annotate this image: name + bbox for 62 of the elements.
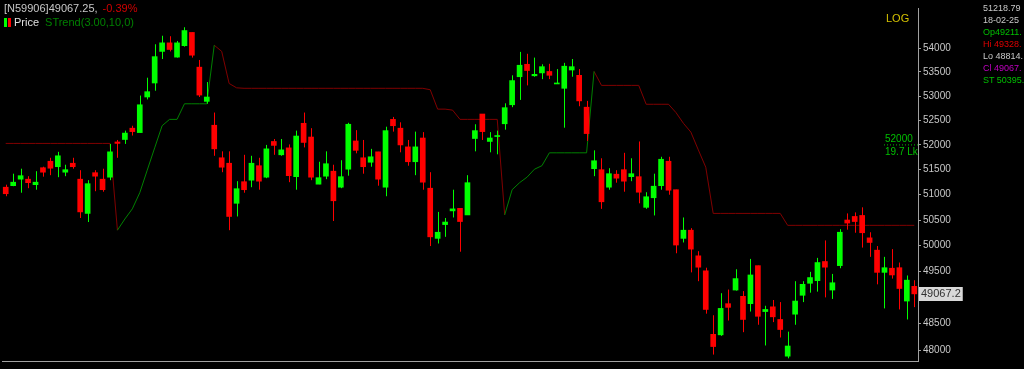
candlestick [755,265,761,326]
legend-label: Price [14,16,40,28]
candlestick [777,301,784,338]
ref-line-label: 52000 [885,132,914,144]
candlestick [822,239,828,298]
candlestick [136,95,143,134]
y-tick-label: 54000 [923,41,952,53]
y-tick-label: 52500 [923,114,952,126]
y-tick-label: 50500 [923,213,952,225]
candlestick [539,63,545,80]
candlestick [241,154,247,194]
candlestick [725,289,731,322]
text: 18-02-25 [983,14,1021,26]
text: 49067.2 [921,286,961,299]
candlestick [628,157,635,182]
candlestick [807,271,813,294]
candlestick [62,164,69,177]
candlestick [323,150,329,180]
candlestick [338,159,344,189]
text: STrend(3.00,10,0) [45,16,134,28]
candlestick [695,250,702,282]
text: ST 50395. [983,74,1024,86]
y-tick-label: 53500 [923,65,952,77]
candlestick [270,138,277,156]
candlestick [621,152,627,193]
y-tick-label: 53000 [923,89,952,101]
candlestick [55,151,61,178]
annotation: [N59906]49067.25, [4,2,98,14]
annotation: -0.39% [102,2,138,14]
candlestick [643,191,650,210]
y-tick-label: 48000 [923,344,952,356]
candlestick [524,53,530,86]
candlestick [360,139,367,175]
candlestick [784,331,791,359]
candlestick [92,169,98,192]
candlestick [591,149,597,177]
candlestick [769,299,776,323]
candlestick [792,280,798,326]
candlestick [40,166,46,178]
candlestick [256,157,262,191]
text: Lo 48814. [983,50,1024,62]
text: Cl 49067. [983,62,1023,74]
candlestick [494,130,501,155]
y-tick-label: 51500 [923,163,952,175]
y-tick-label: 49500 [923,265,952,277]
candlestick [107,143,113,181]
candlestick [606,167,612,191]
annotation: LOG [886,12,910,24]
candlestick [457,207,463,253]
text: Hi 49328. [983,38,1023,50]
candlestick [189,31,195,59]
y-tick-label: 50000 [923,239,952,251]
candlestick [635,140,642,204]
text: Op49211. [983,26,1023,38]
candlestick [472,123,478,152]
candlestick [375,151,381,187]
candlestick [702,267,709,315]
y-tick-label: 51000 [923,188,952,200]
y-tick-label: 52000 [923,138,952,150]
annotation: 19.7 Lk [885,145,919,157]
text: 51218.79 [983,2,1022,14]
y-tick-label: 48500 [923,317,952,329]
